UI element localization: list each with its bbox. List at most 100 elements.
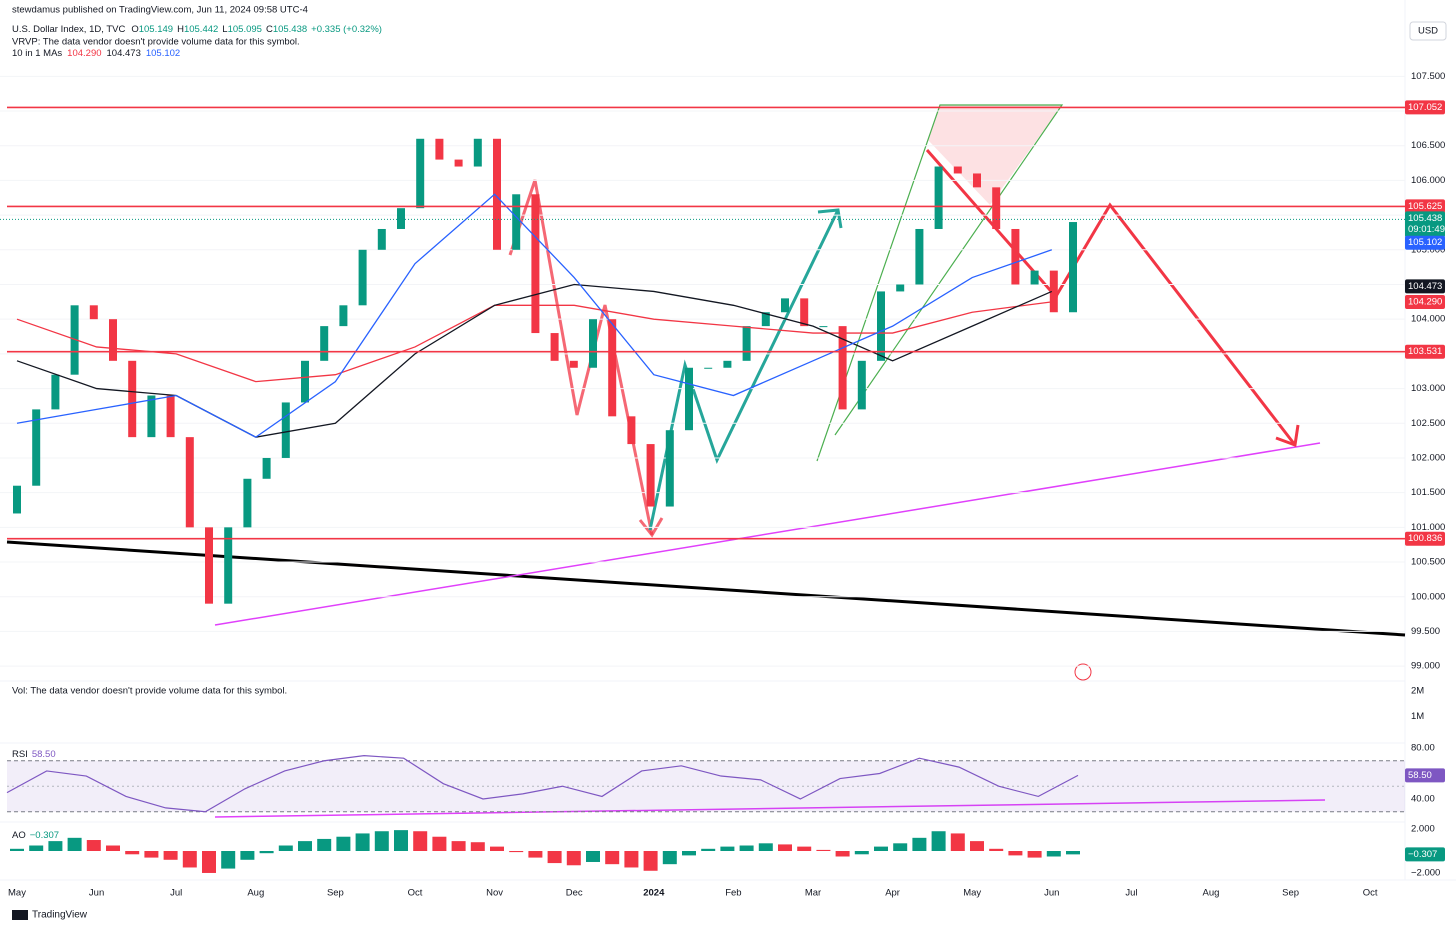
ao-bar [106, 845, 120, 851]
level-tag: 105.625 [1408, 201, 1442, 212]
candle [877, 291, 885, 361]
ao-bar [989, 848, 1004, 851]
ao-bar [278, 845, 293, 851]
ao-bar [144, 851, 159, 858]
ao-bar [490, 846, 504, 851]
ao-bar [1046, 851, 1061, 857]
candle [953, 166, 962, 174]
ao-bar [10, 848, 24, 851]
ao-bar [566, 851, 581, 866]
y-tick-label: 106.000 [1411, 175, 1445, 186]
x-tick-label: Sep [1282, 888, 1299, 899]
trendline [214, 442, 1321, 626]
candle [13, 485, 21, 514]
ao-bar [355, 833, 370, 851]
candle [665, 430, 674, 507]
x-tick-label: Jun [1044, 888, 1059, 899]
candle [1030, 270, 1039, 285]
x-tick-label: Jul [1125, 888, 1137, 899]
candle [512, 194, 521, 250]
arrowhead [638, 517, 664, 538]
ma-value: 104.473 [107, 48, 141, 59]
y-tick-label: 106.500 [1411, 140, 1445, 151]
ohlc-value: 105.095 [228, 24, 262, 35]
candle [493, 138, 501, 250]
level-tag: 103.531 [1408, 346, 1442, 357]
candle [147, 395, 156, 438]
x-tick-label: Jun [89, 888, 104, 899]
ao-bar [374, 831, 389, 851]
candle [320, 326, 329, 361]
ao-bar [67, 837, 82, 851]
ao-bar [317, 838, 332, 851]
ao-bar [893, 843, 908, 851]
ao-bar [912, 837, 927, 851]
candle [262, 457, 271, 479]
ao-bar [336, 836, 351, 851]
ao-bar [624, 851, 639, 868]
ao-bar [720, 846, 735, 851]
vol-text: Vol: The data vendor doesn't provide vol… [12, 686, 287, 697]
ohlc-label: H [177, 24, 184, 35]
rsi-trendline [214, 799, 1326, 818]
rsi-title: RSI [12, 749, 28, 760]
candle [185, 437, 194, 528]
candle [166, 395, 175, 438]
ma-tag-bg [1405, 295, 1445, 310]
ao-bar [202, 851, 216, 873]
ao-bar [470, 842, 485, 851]
vrvp: VRVP: The data vendor doesn't provide vo… [12, 37, 300, 48]
x-tick-label: Oct [408, 888, 423, 899]
x-tick-label: May [963, 888, 981, 899]
candle [243, 478, 252, 528]
y-tick-label: 102.500 [1411, 418, 1445, 429]
ao-bar [509, 851, 524, 853]
ao-bar [662, 851, 677, 865]
candle [339, 305, 348, 327]
candle [934, 166, 943, 229]
candle [704, 367, 713, 369]
ma-legend: 10 in 1 MAs 104.290 104.473 105.102 [12, 48, 180, 59]
ao-bar [835, 851, 850, 857]
currency: USD [1418, 26, 1438, 37]
candle [109, 319, 117, 361]
currency-button[interactable] [1409, 21, 1447, 41]
trendline [6, 540, 1406, 637]
rsi-tag: 58.50 [1408, 770, 1432, 781]
brand: TradingView [32, 910, 88, 921]
candle [397, 208, 405, 229]
candle [224, 527, 233, 604]
ohlc-label: L [222, 24, 227, 35]
ma-tag: 105.102 [1408, 237, 1442, 248]
ao-bar [259, 851, 274, 854]
ao-bar [413, 831, 428, 851]
ma-title: 10 in 1 MAs [12, 48, 62, 59]
ao-bar [643, 851, 658, 871]
ao-bar [950, 833, 965, 851]
ao-bar [1027, 851, 1042, 858]
change: +0.335 (+0.32%) [311, 24, 382, 35]
candle [89, 305, 98, 320]
candle [723, 360, 732, 368]
ao-tag: −0.307 [1408, 849, 1437, 860]
x-tick-label: May [8, 888, 26, 899]
icon[interactable] [1074, 663, 1092, 681]
moving-average [16, 301, 1052, 383]
candle [646, 444, 655, 507]
y-tick-label: 100.500 [1411, 557, 1445, 568]
candle [301, 360, 309, 403]
candle [70, 305, 79, 375]
ma-tag-bg [1405, 279, 1445, 294]
ao-bar [394, 830, 408, 851]
candle [454, 159, 463, 167]
candle [742, 326, 751, 361]
moving-average [16, 193, 1053, 438]
ao-bar [816, 849, 831, 851]
arrowhead [817, 208, 843, 229]
candle [205, 527, 213, 604]
y-tick-label: 1M [1411, 711, 1424, 722]
ma-tag-bg [1405, 235, 1445, 250]
x-tick-label: Dec [566, 888, 583, 899]
y-tick-label: 40.00 [1411, 793, 1435, 804]
